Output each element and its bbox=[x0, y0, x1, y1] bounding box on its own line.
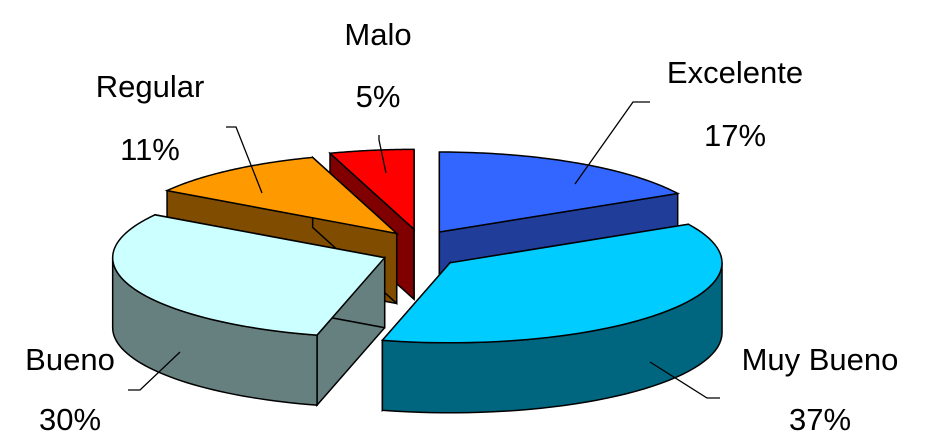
slice-pct-regular: 11% bbox=[120, 132, 180, 167]
labels-layer: Excelente 17% Muy Bueno 37% Bueno 30% Re… bbox=[25, 17, 898, 437]
slice-top-malo bbox=[328, 148, 415, 232]
leader-line-excelente bbox=[574, 101, 650, 185]
leader-line-muy-bueno bbox=[649, 361, 720, 399]
slice-muy-bueno bbox=[380, 223, 723, 414]
slice-label-regular: Regular bbox=[96, 69, 205, 104]
slice-pct-excelente: 17% bbox=[704, 118, 766, 153]
slices-layer bbox=[111, 148, 723, 414]
slice-label-bueno: Bueno bbox=[25, 342, 115, 377]
leader-lines bbox=[128, 101, 720, 399]
slice-pct-bueno: 30% bbox=[39, 402, 101, 437]
slice-top-excelente bbox=[438, 151, 681, 233]
slice-pct-muy-bueno: 37% bbox=[789, 402, 851, 437]
leader-line-regular bbox=[226, 126, 263, 194]
leader-line-bueno bbox=[128, 351, 181, 391]
slice-top-muy-bueno bbox=[380, 223, 723, 344]
slice-label-excelente: Excelente bbox=[667, 55, 803, 90]
slice-top-regular bbox=[164, 156, 400, 235]
slice-label-malo: Malo bbox=[344, 17, 411, 52]
slice-pct-malo: 5% bbox=[356, 79, 401, 114]
slice-label-muy-bueno: Muy Bueno bbox=[742, 342, 899, 377]
slice-top-bueno bbox=[111, 214, 387, 336]
leader-line-malo bbox=[378, 135, 387, 174]
